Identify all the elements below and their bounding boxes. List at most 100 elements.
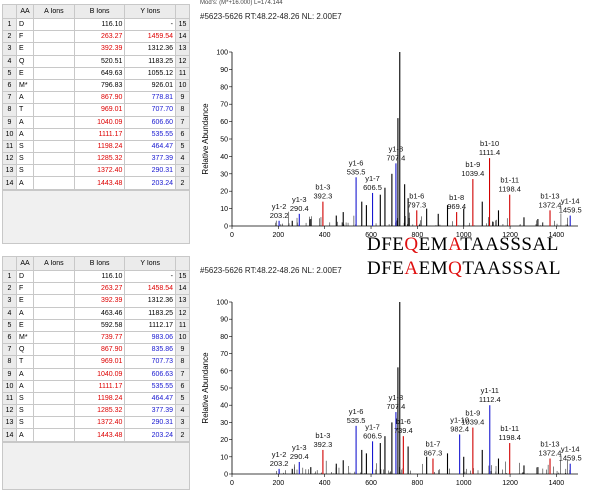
peak-label-ion: y1-7: [365, 174, 380, 183]
seq-highlight-2: Q: [448, 258, 463, 279]
seq-part: EM: [418, 234, 449, 255]
peak-label-ion: b1-13: [540, 191, 559, 200]
amino-acid: A: [16, 306, 34, 320]
row-index: 5: [2, 66, 17, 80]
peak-label-mz: 606.5: [363, 183, 382, 192]
amino-acid: E: [16, 42, 34, 56]
b-ion-value: 1285.32: [73, 152, 126, 166]
table-row[interactable]: 9 A 1040.09 606.63 7: [2, 367, 190, 381]
peak-label-mz: 707.4: [387, 153, 406, 162]
peak-label-ion: y1-10: [450, 415, 469, 424]
table-row[interactable]: 11 S 1198.24 464.47 5: [2, 391, 190, 406]
y-tick-label: 30: [220, 420, 228, 427]
table-row[interactable]: 10 A 1111.17 535.55 6: [2, 379, 190, 393]
table-row[interactable]: 8 T 969.01 707.73 8: [2, 355, 190, 369]
table-row[interactable]: 14 A 1443.48 203.24 2: [2, 428, 190, 442]
y-tick-label: 10: [220, 454, 228, 461]
col-a-ions: A Ions: [33, 4, 75, 19]
a-ion-value: [33, 416, 75, 430]
table-row[interactable]: 3 E 392.39 1312.36 13: [2, 294, 190, 308]
peak-label-mz: 1112.4: [479, 395, 501, 404]
row-index: 2: [2, 30, 17, 44]
y-ion-value: 1183.25: [124, 306, 176, 320]
table-row[interactable]: 11 S 1198.24 464.47 5: [2, 139, 190, 154]
seq-part: TAASSSAL: [462, 258, 561, 279]
table-row[interactable]: 12 S 1285.32 377.39 4: [2, 152, 190, 166]
b-ion-value: 796.83: [73, 78, 126, 93]
peak-label-mz: 1039.4: [461, 418, 484, 427]
y-tick-label: 50: [220, 137, 228, 144]
table-row[interactable]: 7 Q 867.90 835.86 9: [2, 343, 190, 357]
amino-acid: S: [16, 139, 34, 154]
amino-acid: M*: [16, 330, 34, 345]
y-tick-label: 80: [220, 84, 228, 91]
y-ion-index: 8: [175, 355, 190, 369]
table-row[interactable]: 1 D 116.10-15: [2, 269, 190, 284]
table-row[interactable]: 9 A 1040.09 606.60 7: [2, 115, 190, 129]
peak-label-ion: y1-2: [272, 450, 287, 459]
table-row[interactable]: 12 S 1285.32 377.39 4: [2, 404, 190, 418]
y-tick-label: 0: [224, 472, 228, 479]
peak-label-mz: 1111.4: [479, 148, 500, 157]
table-row[interactable]: 13 S 1372.40 290.31 3: [2, 164, 190, 178]
col-aa: AA: [16, 256, 34, 271]
seq-part: EM: [418, 258, 449, 279]
b-ion-value: 392.39: [73, 42, 126, 56]
row-index: 12: [2, 404, 17, 418]
table-row[interactable]: 4 A 463.46 1183.25 12: [2, 306, 190, 320]
peak-label-ion: b1-9: [465, 160, 480, 169]
seq-part: TAASSSAL: [460, 234, 559, 255]
row-index: 13: [2, 164, 17, 178]
row-index: 4: [2, 306, 17, 320]
table-row[interactable]: 2 F 263.27 1458.54 14: [2, 282, 190, 296]
peak-label-mz: 1459.5: [559, 454, 582, 463]
y-ion-index: 3: [175, 416, 190, 430]
a-ion-value: [33, 367, 75, 381]
amino-acid: A: [16, 127, 34, 141]
table-row[interactable]: 5 E 592.58 1112.17 11: [2, 318, 190, 332]
peak-label-ion: y1-14: [561, 445, 580, 454]
amino-acid: S: [16, 416, 34, 430]
table-row[interactable]: 10 A 1111.17 535.55 6: [2, 127, 190, 141]
table-row[interactable]: 8 T 969.01 707.70 8: [2, 103, 190, 117]
row-index: 12: [2, 152, 17, 166]
x-tick-label: 0: [230, 480, 234, 487]
ion-table-body-1: 1 D 116.10-15 2 F 263.27 1459.54 14 3 E 392.39 1312…: [2, 17, 190, 202]
modifications-header: Mod's: (M*+16.000) L=174.144: [200, 0, 283, 6]
seq-part: DFE: [367, 258, 405, 279]
peak-label-mz: 797.3: [407, 200, 426, 209]
table-row[interactable]: 14 A 1443.48 203.24 2: [2, 176, 190, 190]
peak-label-ion: b1-9: [465, 409, 480, 418]
row-index: 6: [2, 330, 17, 345]
a-ion-value: [33, 318, 75, 332]
table-row[interactable]: 5 E 649.63 1055.12 11: [2, 66, 190, 80]
table-row[interactable]: 13 S 1372.40 290.31 3: [2, 416, 190, 430]
table-row[interactable]: 4 Q 520.51 1183.25 12: [2, 54, 190, 68]
peak-label-ion: y1-11: [481, 386, 499, 395]
a-ion-value: [33, 355, 75, 369]
b-ion-value: 263.27: [73, 282, 126, 296]
table-row[interactable]: 1 D 116.10-15: [2, 17, 190, 32]
row-index: 1: [2, 17, 17, 32]
x-tick-label: 1400: [549, 480, 565, 487]
y-tick-label: 90: [220, 317, 228, 324]
row-index: 4: [2, 54, 17, 68]
table-row[interactable]: 6 M* 739.77 983.06 10: [2, 330, 190, 345]
y-tick-label: 100: [216, 300, 228, 307]
y-ion-index: 2: [175, 428, 190, 442]
b-ion-value: 969.01: [73, 355, 126, 369]
y-tick-label: 20: [220, 189, 228, 196]
y-ion-index: 15: [175, 17, 190, 32]
a-ion-value: [33, 282, 75, 296]
table-row[interactable]: 2 F 263.27 1459.54 14: [2, 30, 190, 44]
y-axis-label: Relative Abundance: [201, 103, 210, 175]
table-row[interactable]: 6 M* 796.83 926.01 10: [2, 78, 190, 93]
row-index: 7: [2, 343, 17, 357]
peak-label-ion: b1-7: [425, 440, 440, 449]
table-row[interactable]: 3 E 392.39 1312.36 13: [2, 42, 190, 56]
a-ion-value: [33, 330, 75, 345]
amino-acid: A: [16, 367, 34, 381]
peak-label-ion: b1-3: [315, 183, 330, 192]
ion-table-body-2: 1 D 116.10-15 2 F 263.27 1458.54 14 3 E 392.39 1312…: [2, 269, 190, 454]
table-row[interactable]: 7 A 867.90 778.81 9: [2, 91, 190, 105]
